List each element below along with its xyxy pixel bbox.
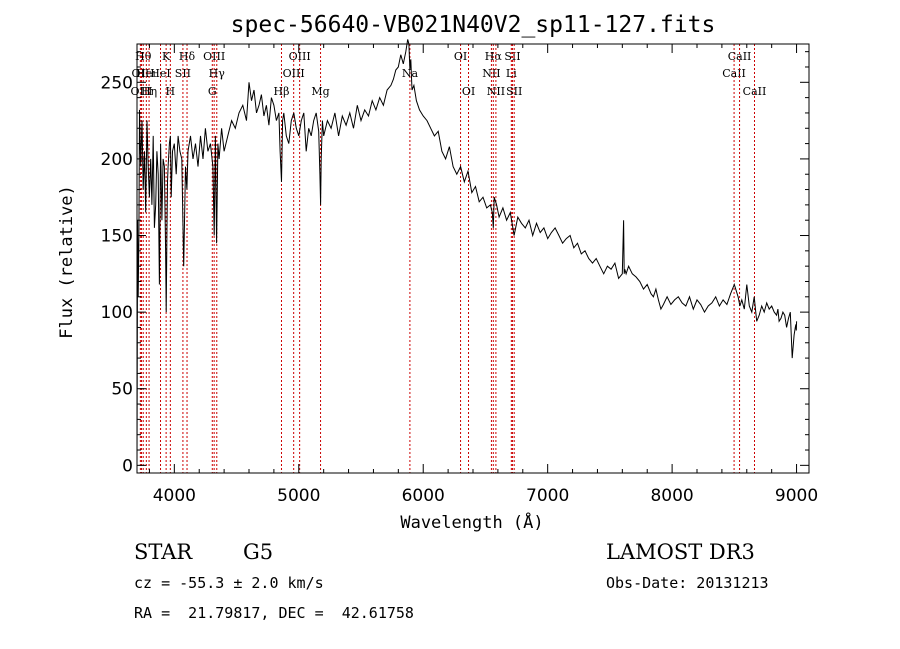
- line-marker-label: SII: [504, 50, 520, 63]
- y-tick-label: 250: [101, 73, 133, 93]
- y-axis-label: Flux (relative): [57, 185, 77, 339]
- line-marker-label: OIII: [289, 50, 311, 63]
- spectral-subclass: G5: [243, 540, 274, 564]
- x-tick-label: 8000: [650, 486, 693, 506]
- x-tick-label: 6000: [402, 486, 445, 506]
- line-marker-label: K: [162, 50, 171, 63]
- line-marker-label: Hη: [141, 85, 157, 98]
- line-marker-label: Li: [506, 67, 517, 80]
- plot-frame: [136, 43, 810, 474]
- line-marker-label: CaII: [743, 85, 767, 98]
- spectrum-line: [136, 39, 798, 466]
- y-tick-label: 100: [101, 303, 133, 323]
- line-marker-label: Hα: [485, 50, 503, 63]
- chart-title: spec-56640-VB021N40V2_sp11-127.fits: [231, 12, 716, 38]
- object-class: STAR: [134, 540, 193, 564]
- y-tick-label: 150: [101, 227, 133, 247]
- line-marker-label: OII: [132, 67, 150, 80]
- coordinates-readout: RA = 21.79817, DEC = 42.61758: [134, 604, 414, 622]
- line-marker-label: OI: [462, 85, 475, 98]
- line-marker-label: G: [208, 85, 217, 98]
- line-marker-label: Hγ: [209, 67, 226, 80]
- y-tick-label: 50: [111, 380, 133, 400]
- line-marker-label: HeI: [150, 67, 170, 80]
- line-marker-label: CaII: [722, 67, 746, 80]
- line-marker-label: Hθ: [135, 50, 152, 63]
- redshift-readout: cz = -55.3 ± 2.0 km/s: [134, 574, 324, 592]
- survey-name: LAMOST DR3: [606, 540, 755, 564]
- line-marker-label: Mg: [311, 85, 329, 98]
- axis-ticks: 4000 5000 6000 7000 8000 9000 0 50 100 150 200 250: [101, 44, 818, 506]
- line-marker-label: OIII: [283, 67, 305, 80]
- line-marker-label: SII: [506, 85, 522, 98]
- line-marker-label: OIII: [203, 50, 225, 63]
- line-marker-label: Hδ: [179, 50, 196, 63]
- x-tick-label: 7000: [526, 486, 569, 506]
- x-tick-label: 5000: [277, 486, 320, 506]
- y-tick-label: 0: [122, 456, 133, 476]
- line-marker-label: CaII: [728, 50, 752, 63]
- line-marker-label: OI: [454, 50, 467, 63]
- line-marker-label: H: [166, 85, 176, 98]
- line-marker-label: Hβ: [274, 85, 290, 98]
- x-axis-label: Wavelength (Å): [400, 511, 543, 533]
- spectral-line-markers: OII OIII Hθ Heι Hη HeI K H SII Hδ G OIII Hγ Hβ OIII OII…: [130, 44, 766, 473]
- x-tick-label: 9000: [775, 486, 818, 506]
- line-marker-label: SII: [175, 67, 191, 80]
- line-marker-label: NII: [482, 67, 500, 80]
- observation-date: Obs-Date: 20131213: [606, 574, 769, 592]
- line-marker-label: NII: [487, 85, 505, 98]
- line-marker-label: Heι: [136, 67, 156, 80]
- line-marker-label: Na: [402, 67, 419, 80]
- line-marker-label: OIII: [130, 85, 152, 98]
- y-tick-label: 200: [101, 150, 133, 170]
- x-tick-label: 4000: [153, 486, 196, 506]
